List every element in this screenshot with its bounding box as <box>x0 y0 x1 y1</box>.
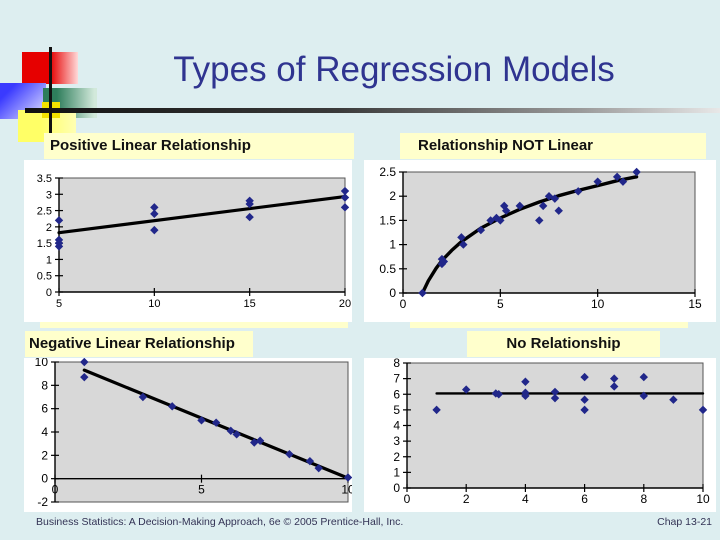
svg-text:1: 1 <box>389 238 396 252</box>
svg-text:0: 0 <box>52 483 59 497</box>
svg-text:3.5: 3.5 <box>37 173 52 185</box>
svg-text:5: 5 <box>497 297 504 311</box>
label-negative-linear: Negative Linear Relationship <box>25 331 253 357</box>
svg-text:0: 0 <box>404 492 411 506</box>
svg-text:0: 0 <box>389 286 396 300</box>
svg-text:2: 2 <box>46 222 52 234</box>
svg-text:10: 10 <box>591 297 605 311</box>
svg-text:2.5: 2.5 <box>37 206 52 218</box>
footer-source: Business Statistics: A Decision-Making A… <box>36 516 404 528</box>
svg-text:5: 5 <box>56 298 62 310</box>
logo-vertical-line <box>49 47 52 134</box>
svg-text:10: 10 <box>696 492 710 506</box>
svg-text:0: 0 <box>46 287 52 299</box>
svg-text:15: 15 <box>244 298 256 310</box>
svg-text:6: 6 <box>41 402 48 416</box>
svg-text:5: 5 <box>198 483 205 497</box>
svg-text:1.5: 1.5 <box>37 238 52 250</box>
label-not-linear: Relationship NOT Linear <box>400 133 706 159</box>
svg-text:0: 0 <box>393 481 400 495</box>
svg-text:0.5: 0.5 <box>37 271 52 283</box>
chart-no-relationship: 0 1 2 3 4 5 6 7 8 0 2 4 6 8 10 <box>364 358 716 512</box>
svg-text:4: 4 <box>41 425 48 439</box>
label-no-relationship: No Relationship <box>467 331 660 357</box>
svg-text:10: 10 <box>341 483 352 497</box>
footer-page-number: Chap 13-21 <box>657 516 712 528</box>
svg-text:0.5: 0.5 <box>379 262 396 276</box>
svg-text:3: 3 <box>393 434 400 448</box>
svg-text:1: 1 <box>393 465 400 479</box>
svg-text:0: 0 <box>41 472 48 486</box>
yellow-sliver-right <box>410 322 688 328</box>
svg-text:20: 20 <box>339 298 351 310</box>
scatter-plot-not-linear: 0 0.5 1 1.5 2 2.5 0 5 10 15 <box>379 165 702 311</box>
svg-text:10: 10 <box>148 298 160 310</box>
svg-text:7: 7 <box>393 372 400 386</box>
svg-text:2: 2 <box>389 189 396 203</box>
svg-text:5: 5 <box>393 403 400 417</box>
svg-text:3: 3 <box>46 189 52 201</box>
svg-text:2: 2 <box>463 492 470 506</box>
svg-text:2.5: 2.5 <box>379 165 396 179</box>
svg-text:1.5: 1.5 <box>379 213 396 227</box>
page-title: Types of Regression Models <box>173 50 615 89</box>
chart-positive-linear: 0 0.5 1 1.5 2 2.5 3 3.5 5 10 15 20 <box>24 160 352 322</box>
svg-text:-2: -2 <box>37 495 48 509</box>
svg-text:10: 10 <box>35 358 49 369</box>
svg-text:4: 4 <box>393 419 400 433</box>
title-underline <box>25 108 720 113</box>
yellow-sliver-left <box>40 322 348 328</box>
svg-text:0: 0 <box>400 297 407 311</box>
chart-not-linear: 0 0.5 1 1.5 2 2.5 0 5 10 15 <box>364 160 716 322</box>
scatter-plot-positive-linear: 0 0.5 1 1.5 2 2.5 3 3.5 5 10 15 20 <box>37 173 351 310</box>
svg-text:1: 1 <box>46 254 52 266</box>
svg-text:8: 8 <box>393 358 400 370</box>
scatter-plot-negative-linear: -2 0 2 4 6 8 10 0 5 10 <box>35 358 352 509</box>
svg-text:8: 8 <box>41 378 48 392</box>
label-positive-linear: Positive Linear Relationship <box>44 133 354 159</box>
svg-text:6: 6 <box>581 492 588 506</box>
svg-text:8: 8 <box>640 492 647 506</box>
svg-text:4: 4 <box>522 492 529 506</box>
svg-text:6: 6 <box>393 387 400 401</box>
svg-text:2: 2 <box>393 450 400 464</box>
svg-text:2: 2 <box>41 448 48 462</box>
chart-negative-linear: -2 0 2 4 6 8 10 0 5 10 <box>24 358 352 512</box>
svg-text:15: 15 <box>688 297 702 311</box>
